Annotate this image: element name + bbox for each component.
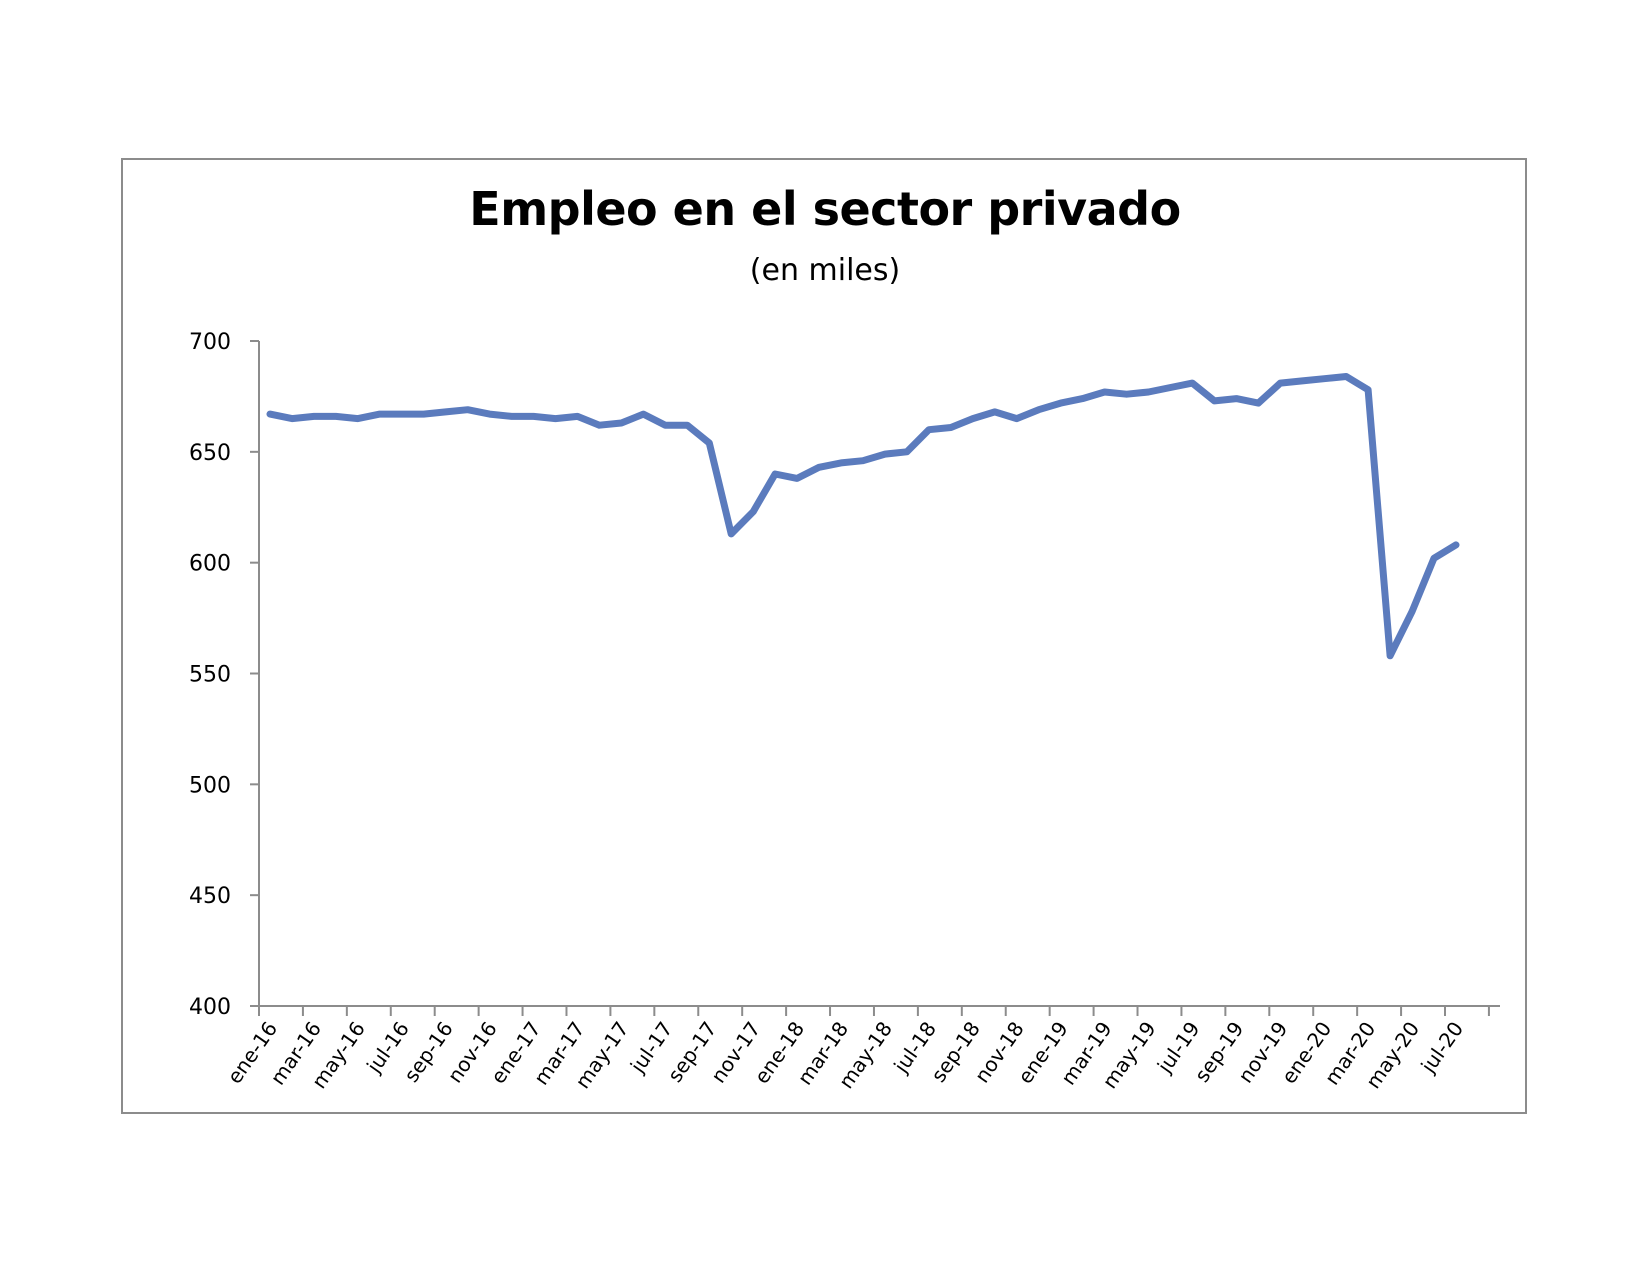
- y-tick-label: 650: [189, 441, 231, 466]
- y-tick-label: 450: [189, 884, 231, 909]
- chart-title: Empleo en el sector privado: [469, 182, 1181, 236]
- x-tick-label: jul-20: [1415, 1017, 1468, 1078]
- chart-frame: [121, 158, 1527, 1114]
- chart-subtitle: (en miles): [749, 253, 901, 288]
- y-tick-label: 400: [189, 995, 231, 1020]
- series-line: [266, 373, 1460, 660]
- title-area: Empleo en el sector privado (en miles): [122, 0, 1528, 300]
- y-tick-label: 550: [189, 663, 231, 688]
- y-tick-label: 500: [189, 773, 231, 798]
- y-tick-label: 600: [189, 552, 231, 577]
- y-tick-label: 700: [189, 330, 231, 355]
